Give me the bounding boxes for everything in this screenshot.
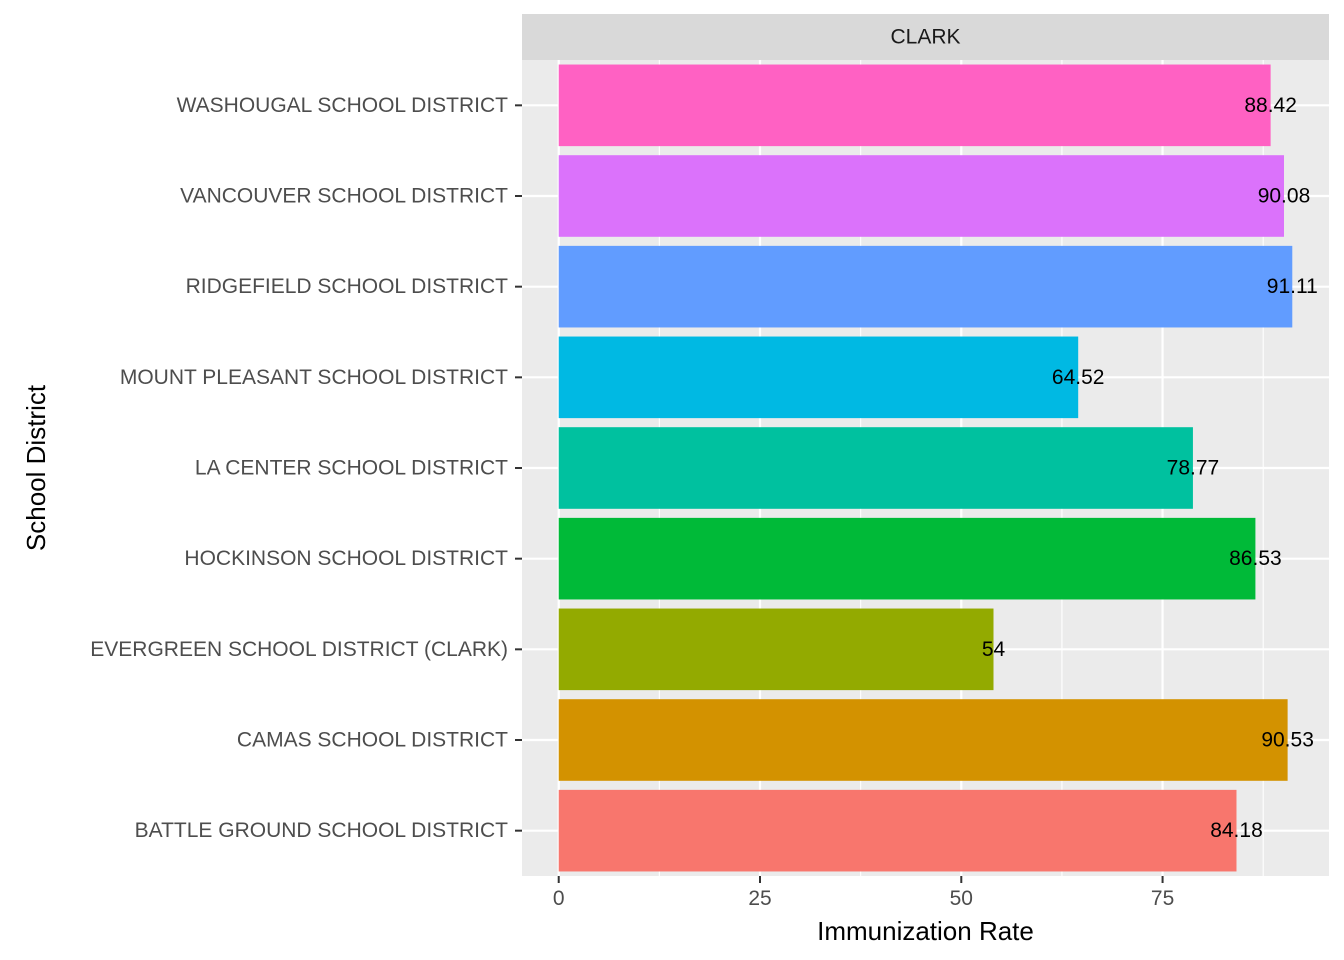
x-tick-label: 0 — [553, 887, 565, 910]
x-tick-label: 25 — [748, 887, 771, 910]
bar — [558, 245, 1293, 328]
bar-value-label: 54 — [982, 638, 1006, 661]
y-tick-label: RIDGEFIELD SCHOOL DISTRICT — [186, 275, 509, 298]
bar-value-label: 90.08 — [1258, 185, 1311, 208]
bar — [558, 699, 1288, 781]
bar-value-label: 86.53 — [1229, 547, 1282, 570]
facet-strip: CLARK — [522, 14, 1329, 60]
y-tick-label: HOCKINSON SCHOOL DISTRICT — [184, 547, 508, 570]
bar — [558, 427, 1193, 509]
data-labels: 84.18 90.53 54 86.53 78.77 64.52 91.11 90.08 88.… — [982, 94, 1318, 842]
y-axis-title: School District — [21, 384, 51, 551]
y-tick-label: BATTLE GROUND SCHOOL DISTRICT — [135, 819, 509, 842]
facet-strip-background — [522, 14, 1329, 60]
y-tick-label: VANCOUVER SCHOOL DISTRICT — [180, 185, 508, 208]
bar — [558, 336, 1079, 419]
bar-value-label: 78.77 — [1167, 457, 1220, 480]
bar — [558, 64, 1271, 147]
bar — [558, 789, 1237, 872]
y-tick-label: CAMAS SCHOOL DISTRICT — [237, 729, 508, 752]
bar — [558, 517, 1256, 600]
y-tick-label: EVERGREEN SCHOOL DISTRICT (CLARK) — [90, 638, 508, 661]
facet-label: CLARK — [890, 26, 960, 49]
bar-value-label: 90.53 — [1261, 729, 1314, 752]
x-tick-label: 50 — [950, 887, 973, 910]
y-tick-label: MOUNT PLEASANT SCHOOL DISTRICT — [120, 366, 508, 389]
bar-value-label: 64.52 — [1052, 366, 1105, 389]
bars — [558, 64, 1293, 872]
bar — [558, 155, 1284, 237]
x-tick-label: 75 — [1151, 887, 1174, 910]
y-axis: BATTLE GROUND SCHOOL DISTRICT CAMAS SCHOO… — [90, 94, 522, 842]
y-tick-label: LA CENTER SCHOOL DISTRICT — [195, 457, 508, 480]
bar-value-label: 84.18 — [1210, 819, 1263, 842]
x-axis-title: Immunization Rate — [817, 916, 1034, 946]
y-tick-label: WASHOUGAL SCHOOL DISTRICT — [177, 94, 509, 117]
bar — [558, 608, 994, 691]
bar-value-label: 88.42 — [1244, 94, 1297, 117]
bar-value-label: 91.11 — [1267, 275, 1318, 298]
x-axis: 0 25 50 75 — [553, 876, 1174, 910]
